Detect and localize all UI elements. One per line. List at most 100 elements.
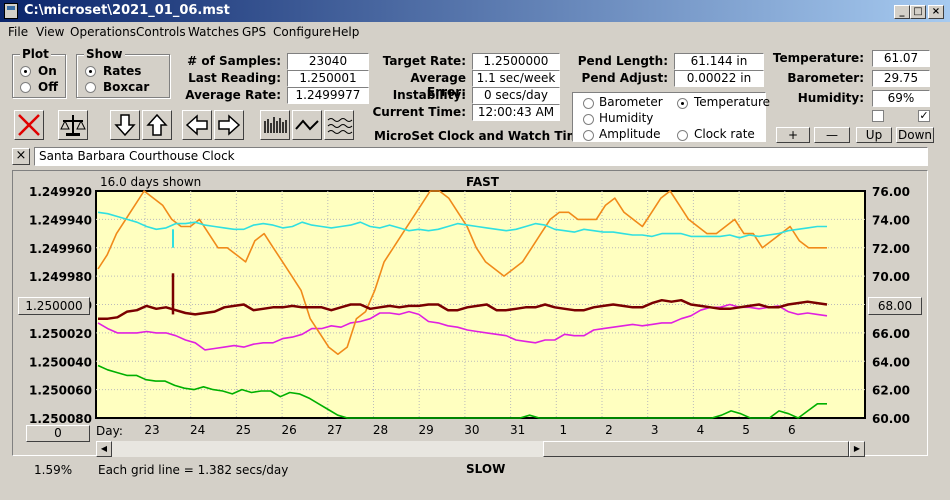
average-error-label: Average Error: [410, 71, 466, 99]
show-rates-label: Rates [103, 64, 142, 78]
menu-configure[interactable]: Configure [273, 25, 332, 39]
x-tick-label: 28 [373, 423, 388, 437]
y-right-tick-label: 60.00 [872, 412, 910, 426]
menu-file[interactable]: File [8, 25, 29, 39]
x-tick-label: 29 [419, 423, 434, 437]
arrow-left-icon [185, 114, 208, 136]
x-tick-label: 30 [464, 423, 479, 437]
average-error-field: 1.1 sec/week [472, 70, 560, 87]
target-rate-field: 1.2500000 [472, 53, 560, 70]
clockrate-radio[interactable] [677, 130, 688, 141]
clock-name-field[interactable]: Santa Barbara Courthouse Clock [34, 147, 928, 166]
days-shown-label: 16.0 days shown [100, 175, 202, 189]
humidity-label: Humidity: [797, 91, 864, 105]
y-left-tick-label: 1.249940 [29, 213, 92, 227]
scroll-left-arrow[interactable]: ◀ [96, 441, 112, 457]
x-tick-label: 6 [788, 423, 796, 437]
show-group-title: Show [84, 47, 125, 61]
arrow-right-button[interactable] [214, 110, 244, 140]
humidity-radio-label: Humidity [599, 111, 654, 125]
menu-help[interactable]: Help [332, 25, 360, 39]
checkbox-2[interactable]: ✓ [918, 109, 930, 122]
arrow-down-button[interactable] [110, 110, 140, 140]
up-button[interactable]: Up [856, 127, 892, 143]
scroll-thumb[interactable] [543, 441, 849, 457]
menu-bar: File View Operations Controls Watches GP… [0, 22, 950, 42]
current-time-label: Current Time: [372, 105, 466, 119]
amplitude-radio[interactable] [583, 130, 594, 141]
x-tick-label: 3 [651, 423, 659, 437]
plot-off-radio[interactable] [20, 82, 31, 93]
average-rate-field: 1.2499977 [287, 87, 369, 104]
right-axis-button[interactable]: 68.00 [868, 297, 922, 315]
y-left-tick-label: 1.249960 [29, 242, 92, 256]
menu-view[interactable]: View [36, 25, 65, 39]
checkbox-1[interactable] [872, 110, 884, 122]
clear-name-button[interactable]: × [12, 148, 30, 165]
current-time-field: 12:00:43 AM [472, 104, 560, 121]
menu-controls[interactable]: Controls [136, 25, 186, 39]
fast-label: FAST [466, 175, 499, 189]
barometer-label: Barometer: [787, 71, 864, 85]
day-label: Day: [96, 424, 123, 438]
show-rates-radio[interactable] [85, 66, 96, 77]
minimize-button[interactable]: _ [894, 5, 910, 19]
smooth-view-button[interactable] [324, 110, 354, 140]
temperature-radio[interactable] [677, 98, 688, 109]
close-window-button[interactable]: × [928, 5, 944, 19]
plot-off-label: Off [38, 80, 58, 94]
amplitude-radio-label: Amplitude [599, 127, 661, 141]
x-tick-label: 27 [327, 423, 342, 437]
barometer-radio[interactable] [583, 98, 594, 109]
menu-operations[interactable]: Operations [70, 25, 136, 39]
left-axis-button[interactable]: 1.250000 [18, 297, 90, 315]
series-line-humidity [97, 303, 828, 351]
y-right-ticks: 76.0074.0072.0070.0068.0066.0064.0062.00… [872, 185, 910, 426]
humidity-radio[interactable] [583, 114, 594, 125]
red-x-icon [18, 114, 40, 136]
x-ticks: 23 24 25 26 27 28 29 30 31 1 2 3 4 5 6 [144, 423, 795, 437]
instability-field: 0 secs/day [472, 87, 560, 104]
scroll-right-arrow[interactable]: ▶ [849, 441, 865, 457]
y-right-tick-label: 72.00 [872, 242, 910, 256]
line-view-button[interactable] [292, 110, 322, 140]
y-left-tick-label: 1.250040 [29, 355, 92, 369]
scrollbar[interactable]: ◀ ▶ [96, 441, 865, 457]
show-boxcar-label: Boxcar [103, 80, 150, 94]
menu-watches[interactable]: Watches [188, 25, 239, 39]
pend-adjust-label: Pend Adjust: [581, 71, 668, 85]
temperature-radio-label: Temperature [694, 95, 771, 109]
series-line-clockrate [98, 298, 828, 320]
stop-button[interactable] [14, 110, 44, 140]
y-left-tick-label: 1.249980 [29, 270, 92, 284]
menu-gps[interactable]: GPS [242, 25, 267, 39]
arrow-left-button[interactable] [182, 110, 212, 140]
zero-button[interactable]: 0 [26, 425, 90, 442]
plot-on-radio[interactable] [20, 66, 31, 77]
samples-field: 23040 [287, 53, 369, 70]
target-rate-label: Target Rate: [382, 54, 466, 68]
y-right-tick-label: 76.00 [872, 185, 910, 199]
minus-button[interactable]: — [814, 127, 850, 143]
x-tick-label: 26 [281, 423, 296, 437]
ripple-icon [327, 118, 353, 134]
arrow-up-icon [146, 113, 168, 136]
percent-label: 1.59% [34, 463, 73, 477]
slow-label: SLOW [466, 462, 506, 476]
series-lines [97, 190, 828, 419]
show-boxcar-radio[interactable] [85, 82, 96, 93]
x-tick-label: 31 [510, 423, 525, 437]
plus-button[interactable]: + [776, 127, 810, 143]
down-button[interactable]: Down [896, 127, 934, 143]
series-select-panel: Barometer Temperature Humidity Amplitude… [572, 92, 770, 142]
y-left-tick-label: 1.250020 [29, 327, 92, 341]
window-title: C:\microset\2021_01_06.mst [24, 3, 230, 18]
x-tick-label: 23 [144, 423, 159, 437]
arrow-up-button[interactable] [142, 110, 172, 140]
x-tick-label: 24 [190, 423, 205, 437]
samples-label: # of Samples: [187, 54, 281, 68]
last-reading-label: Last Reading: [188, 71, 281, 85]
balance-button[interactable] [58, 110, 88, 140]
bars-view-button[interactable] [260, 110, 290, 140]
maximize-button[interactable]: □ [910, 5, 926, 19]
